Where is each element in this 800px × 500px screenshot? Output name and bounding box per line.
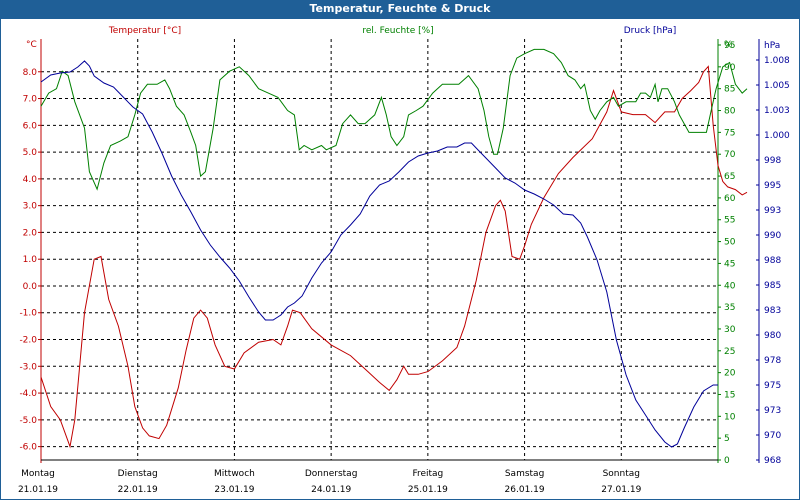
x-tick-day: Mittwoch	[214, 469, 255, 479]
humidity-tick-label: 10	[724, 412, 736, 422]
humidity-tick-label: 95	[724, 41, 735, 51]
x-tick-date: 24.01.19	[311, 485, 351, 495]
pressure-tick-label: 980	[764, 331, 781, 341]
temp-tick-label: -3.0	[19, 362, 37, 372]
pressure-tick-label: 985	[764, 281, 781, 291]
labels: 8.0 7.0 6.0 5.0 4.0 3.0 2.0 1.0 0.0 -1.0 -2.0 -3.0 -…	[18, 26, 790, 495]
x-tick-date: 27.01.19	[601, 485, 641, 495]
pressure-tick-label: 970	[764, 431, 781, 441]
series-line-humidity	[40, 48, 748, 191]
temp-tick-label: 1.0	[23, 255, 38, 265]
humidity-tick-label: 0	[724, 456, 730, 466]
humidity-tick-label: 25	[724, 347, 735, 357]
pressure-tick-label: 975	[764, 381, 781, 391]
temp-tick-label: -4.0	[19, 389, 37, 399]
humidity-tick-label: 40	[724, 281, 736, 291]
humidity-tick-label: 90	[724, 63, 736, 73]
humidity-axis-title: rel. Feuchte [%]	[362, 26, 433, 36]
pressure-tick-label: 1.003	[764, 106, 790, 116]
temp-tick-label: 6.0	[23, 121, 38, 131]
pressure-tick-label: 995	[764, 181, 781, 191]
temp-tick-label: 4.0	[23, 175, 38, 185]
pressure-tick-label: 973	[764, 406, 781, 416]
pressure-tick-label: 988	[764, 256, 781, 266]
x-tick-day: Montag	[21, 469, 55, 479]
x-tick-day: Freitag	[412, 469, 443, 479]
pressure-tick-label: 983	[764, 306, 781, 316]
temp-tick-label: 5.0	[23, 148, 38, 158]
x-tick-day: Sonntag	[603, 469, 640, 479]
series-line-pressure	[40, 60, 718, 448]
x-tick-date: 25.01.19	[408, 485, 448, 495]
pressure-unit-label: hPa	[764, 41, 780, 51]
pressure-tick-label: 993	[764, 206, 781, 216]
series-group	[40, 48, 748, 449]
pressure-tick-label: 968	[764, 456, 781, 466]
window-title: Temperatur, Feuchte & Druck	[0, 0, 800, 18]
pressure-tick-label: 998	[764, 156, 781, 166]
temp-tick-label: -2.0	[19, 336, 37, 346]
x-tick-date: 23.01.19	[214, 485, 254, 495]
humidity-tick-label: 20	[724, 369, 736, 379]
temp-tick-label: 7.0	[23, 95, 38, 105]
humidity-tick-label: 5	[724, 434, 730, 444]
humidity-tick-label: 80	[724, 107, 736, 117]
temp-tick-label: 2.0	[23, 228, 38, 238]
humidity-tick-label: 35	[724, 303, 735, 313]
pressure-tick-label: 1.008	[764, 56, 790, 66]
temp-tick-label: -6.0	[19, 443, 37, 453]
x-tick-day: Samstag	[505, 469, 544, 479]
x-tick-day: Donnerstag	[305, 469, 358, 479]
series-line-temp	[40, 65, 748, 449]
humidity-tick-label: 75	[724, 128, 735, 138]
temp-tick-label: 8.0	[23, 68, 38, 78]
pressure-tick-label: 990	[764, 231, 781, 241]
grid	[41, 39, 718, 460]
temp-tick-label: -5.0	[19, 416, 37, 426]
humidity-tick-label: 65	[724, 172, 735, 182]
axes	[38, 39, 760, 463]
x-tick-date: 22.01.19	[118, 485, 158, 495]
temp-tick-label: -1.0	[19, 309, 37, 319]
humidity-tick-label: 70	[724, 150, 736, 160]
pressure-tick-label: 1.005	[764, 81, 790, 91]
x-tick-date: 21.01.19	[18, 485, 58, 495]
pressure-tick-label: 1.000	[764, 131, 790, 141]
temp-tick-label: 0.0	[23, 282, 38, 292]
x-tick-date: 26.01.19	[505, 485, 545, 495]
temp-axis-title: Temperatur [°C]	[108, 26, 181, 36]
x-tick-day: Dienstag	[118, 469, 158, 479]
pressure-tick-label: 978	[764, 356, 781, 366]
humidity-tick-label: 55	[724, 216, 735, 226]
humidity-tick-label: 45	[724, 259, 735, 269]
temp-unit-label: °C	[26, 40, 37, 50]
humidity-tick-label: 50	[724, 238, 736, 248]
humidity-tick-label: 85	[724, 85, 735, 95]
pressure-axis-title: Druck [hPa]	[624, 26, 677, 36]
humidity-tick-label: 30	[724, 325, 736, 335]
humidity-tick-label: 60	[724, 194, 736, 204]
humidity-tick-label: 15	[724, 390, 735, 400]
humidity-unit-label: %	[724, 40, 733, 50]
temp-tick-label: 3.0	[23, 202, 38, 212]
